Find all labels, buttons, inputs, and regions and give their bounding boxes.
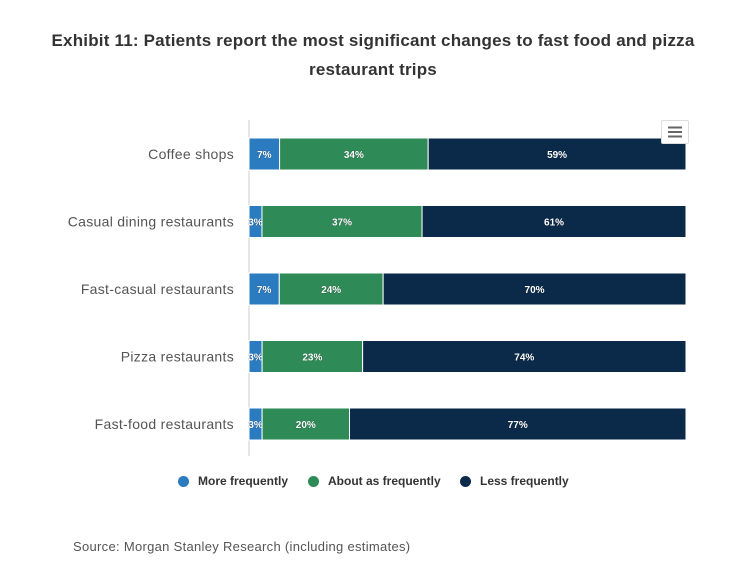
data-label-pizza-restaurants-more-frequently: 3%	[248, 353, 263, 364]
bar-pizza-restaurants-about-as-frequently[interactable]	[261, 340, 364, 373]
chart-title-line-2: restaurant trips	[309, 60, 437, 79]
hamburger-menu-icon	[668, 126, 682, 138]
data-label-pizza-restaurants-less-frequently: 74%	[514, 353, 534, 364]
chart-title: Exhibit 11: Patients report the most sig…	[40, 26, 706, 84]
data-label-casual-dining-restaurants-less-frequently: 61%	[544, 218, 564, 229]
stacked-bar-chart: Coffee shops 7% 34% 59% Casual dining restau…	[68, 120, 687, 456]
category-label-coffee-shops: Coffee shops	[148, 146, 234, 162]
data-label-coffee-shops-more-frequently: 7%	[257, 150, 272, 161]
legend-more-frequently-marker	[178, 475, 189, 487]
bar-coffee-shops-more-frequently[interactable]	[248, 137, 281, 171]
legend-item-about-as-frequently[interactable]: About as frequently	[308, 474, 441, 488]
data-label-fast-casual-restaurants-less-frequently: 70%	[525, 285, 545, 296]
category-label-pizza-restaurants: Pizza restaurants	[121, 349, 234, 365]
data-label-fast-food-restaurants-about-as-frequently: 20%	[296, 420, 316, 431]
data-label-fast-food-restaurants-more-frequently: 3%	[248, 420, 263, 431]
bar-pizza-restaurants-less-frequently[interactable]	[362, 340, 687, 373]
source-note: Source: Morgan Stanley Research (includi…	[73, 539, 411, 554]
legend-less-frequently-label: Less frequently	[480, 474, 569, 488]
bar-casual-dining-restaurants-about-as-frequently[interactable]	[261, 205, 423, 238]
category-label-casual-dining-restaurants: Casual dining restaurants	[68, 214, 234, 230]
bar-coffee-shops-less-frequently[interactable]	[427, 137, 687, 171]
bar-casual-dining-restaurants-less-frequently[interactable]	[421, 205, 687, 238]
data-label-fast-casual-restaurants-about-as-frequently: 24%	[321, 285, 341, 296]
bar-fast-casual-restaurants-about-as-frequently[interactable]	[278, 272, 384, 306]
category-label-fast-casual-restaurants: Fast-casual restaurants	[81, 281, 234, 297]
data-label-pizza-restaurants-about-as-frequently: 23%	[302, 353, 322, 364]
data-label-fast-food-restaurants-less-frequently: 77%	[508, 420, 528, 431]
legend-about-as-frequently-label: About as frequently	[328, 474, 441, 488]
bar-fast-casual-restaurants-less-frequently[interactable]	[382, 272, 687, 306]
chart-menu-button[interactable]	[661, 120, 689, 144]
legend-less-frequently-marker	[460, 475, 471, 487]
data-label-casual-dining-restaurants-more-frequently: 3%	[248, 218, 263, 229]
category-label-fast-food-restaurants: Fast-food restaurants	[95, 416, 234, 432]
legend-item-less-frequently[interactable]: Less frequently	[460, 474, 569, 488]
bar-coffee-shops-about-as-frequently[interactable]	[279, 137, 429, 171]
data-label-coffee-shops-about-as-frequently: 34%	[344, 150, 364, 161]
bar-fast-food-restaurants-less-frequently[interactable]	[349, 407, 687, 441]
data-label-coffee-shops-less-frequently: 59%	[547, 150, 567, 161]
legend-more-frequently-label: More frequently	[198, 474, 289, 488]
legend-about-as-frequently-marker	[308, 475, 319, 487]
chart-legend: More frequently About as frequently Less…	[0, 474, 746, 494]
data-label-casual-dining-restaurants-about-as-frequently: 37%	[332, 218, 352, 229]
chart-title-line-1: Exhibit 11: Patients report the most sig…	[51, 31, 695, 50]
data-label-fast-casual-restaurants-more-frequently: 7%	[257, 285, 272, 296]
legend-item-more-frequently[interactable]: More frequently	[178, 474, 288, 488]
